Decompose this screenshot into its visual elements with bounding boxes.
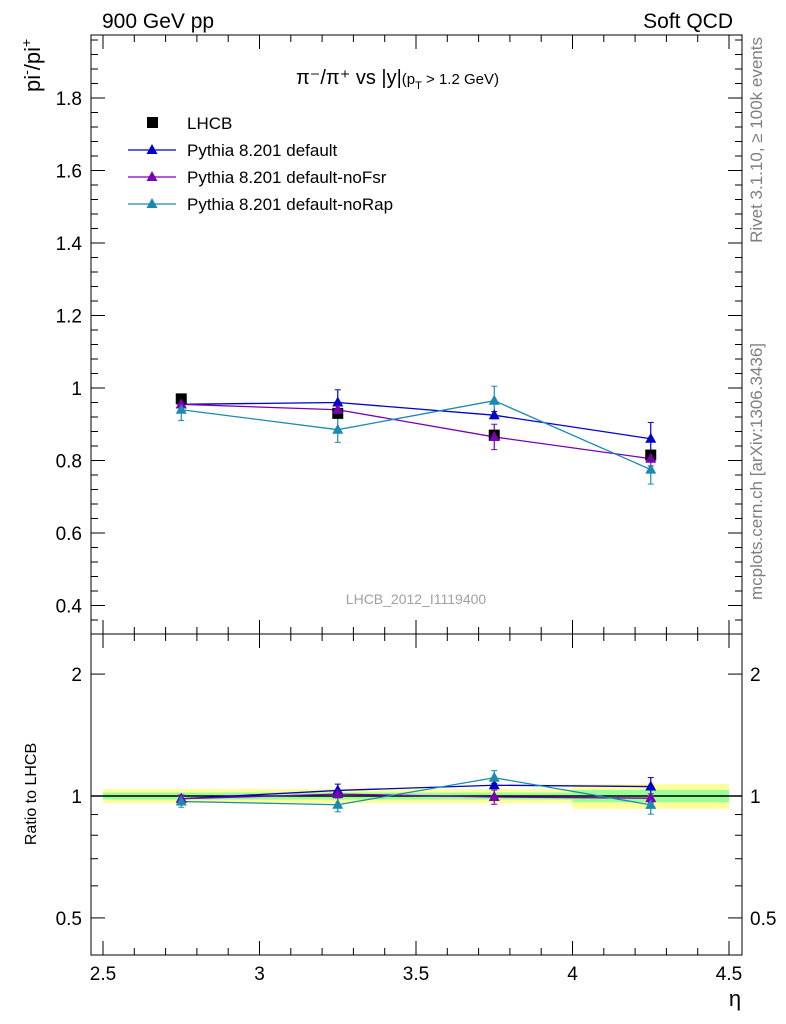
ratio-marker-noRap	[175, 795, 187, 806]
y-tick-label: 1.2	[56, 307, 82, 328]
y-tick-label: 1	[71, 379, 82, 400]
ratio-line-noRap	[181, 777, 651, 806]
y-tick-label: 0.4	[56, 597, 83, 618]
ratio-y-axis-label: Ratio to LHCB	[23, 743, 40, 845]
ratio-y-tick-label-right: 1	[750, 787, 761, 808]
series-marker-noRap	[332, 423, 344, 434]
legend-label-lhcb: LHCB	[187, 114, 232, 133]
plot-title: π⁻/π⁺ vs |y|(pT > 1.2 GeV)	[296, 67, 499, 92]
legend-marker-norap	[146, 198, 158, 208]
y-tick-label: 1.4	[56, 234, 83, 255]
series-marker-noRap	[175, 403, 187, 414]
ratio-y-tick-label-right: 2	[750, 665, 761, 686]
ratio-marker-noRap	[645, 798, 657, 809]
ratio-marker-noFsr	[645, 792, 657, 803]
x-tick-label: 3	[254, 964, 265, 985]
ratio-marker-default	[645, 780, 657, 791]
main-y-axis-label: pi-/pi+	[18, 39, 45, 92]
legend-label-default: Pythia 8.201 default	[187, 141, 338, 160]
series-marker-noFsr	[332, 403, 344, 414]
series-marker-noRap	[488, 394, 500, 405]
rivet-version-label: Rivet 3.1.10, ≥ 100k events	[747, 37, 766, 243]
y-tick-label: 0.8	[56, 452, 82, 473]
series-marker-default	[645, 432, 657, 443]
legend-marker-nofsr	[146, 171, 158, 181]
series-marker-default	[488, 409, 500, 420]
ratio-y-tick-label: 0.5	[56, 909, 82, 930]
legend-label-nofsr: Pythia 8.201 default-noFsr	[187, 168, 387, 187]
ratio-marker-default	[488, 779, 500, 790]
x-tick-label: 3.5	[403, 964, 429, 985]
ratio-marker-noFsr	[332, 788, 344, 799]
ratio-y-tick-label: 1	[71, 787, 82, 808]
ratio-marker-noRap	[488, 771, 500, 782]
series-line-noRap	[181, 400, 652, 471]
header-right-label: Soft QCD	[643, 10, 733, 33]
x-axis-label: η	[729, 986, 741, 1011]
series-line-noFsr	[181, 403, 651, 460]
analysis-watermark: LHCB_2012_I1119400	[346, 591, 487, 607]
series-marker-noFsr	[645, 452, 657, 463]
ratio-marker-noFsr	[488, 791, 500, 802]
legend-label-norap: Pythia 8.201 default-noRap	[187, 195, 393, 214]
ratio-line-noFsr	[181, 793, 651, 800]
header-left-label: 900 GeV pp	[102, 10, 214, 33]
series-marker-noFsr	[175, 398, 187, 409]
ratio-marker-noRap	[332, 798, 344, 809]
x-tick-label: 4	[567, 964, 578, 985]
y-tick-label: 1.8	[56, 89, 82, 110]
series-marker-default	[332, 396, 344, 407]
y-tick-label: 0.6	[56, 524, 82, 545]
ratio-line-default	[181, 784, 651, 800]
mcplots-label: mcplots.cern.ch [arXiv:1306.3436]	[747, 343, 766, 600]
ratio-y-tick-label-right: 0.5	[750, 909, 776, 930]
x-tick-label: 2.5	[90, 964, 116, 985]
legend-marker-default	[146, 144, 158, 154]
x-tick-label: 4.5	[716, 964, 742, 985]
y-tick-label: 1.6	[56, 162, 82, 183]
ratio-y-tick-label: 2	[71, 665, 82, 686]
series-marker-noFsr	[488, 430, 500, 441]
legend-marker-lhcb	[147, 117, 158, 128]
series-marker-noRap	[645, 463, 657, 474]
series-line-default	[181, 401, 651, 440]
legend: LHCB Pythia 8.201 default Pythia 8.201 d…	[128, 114, 393, 214]
